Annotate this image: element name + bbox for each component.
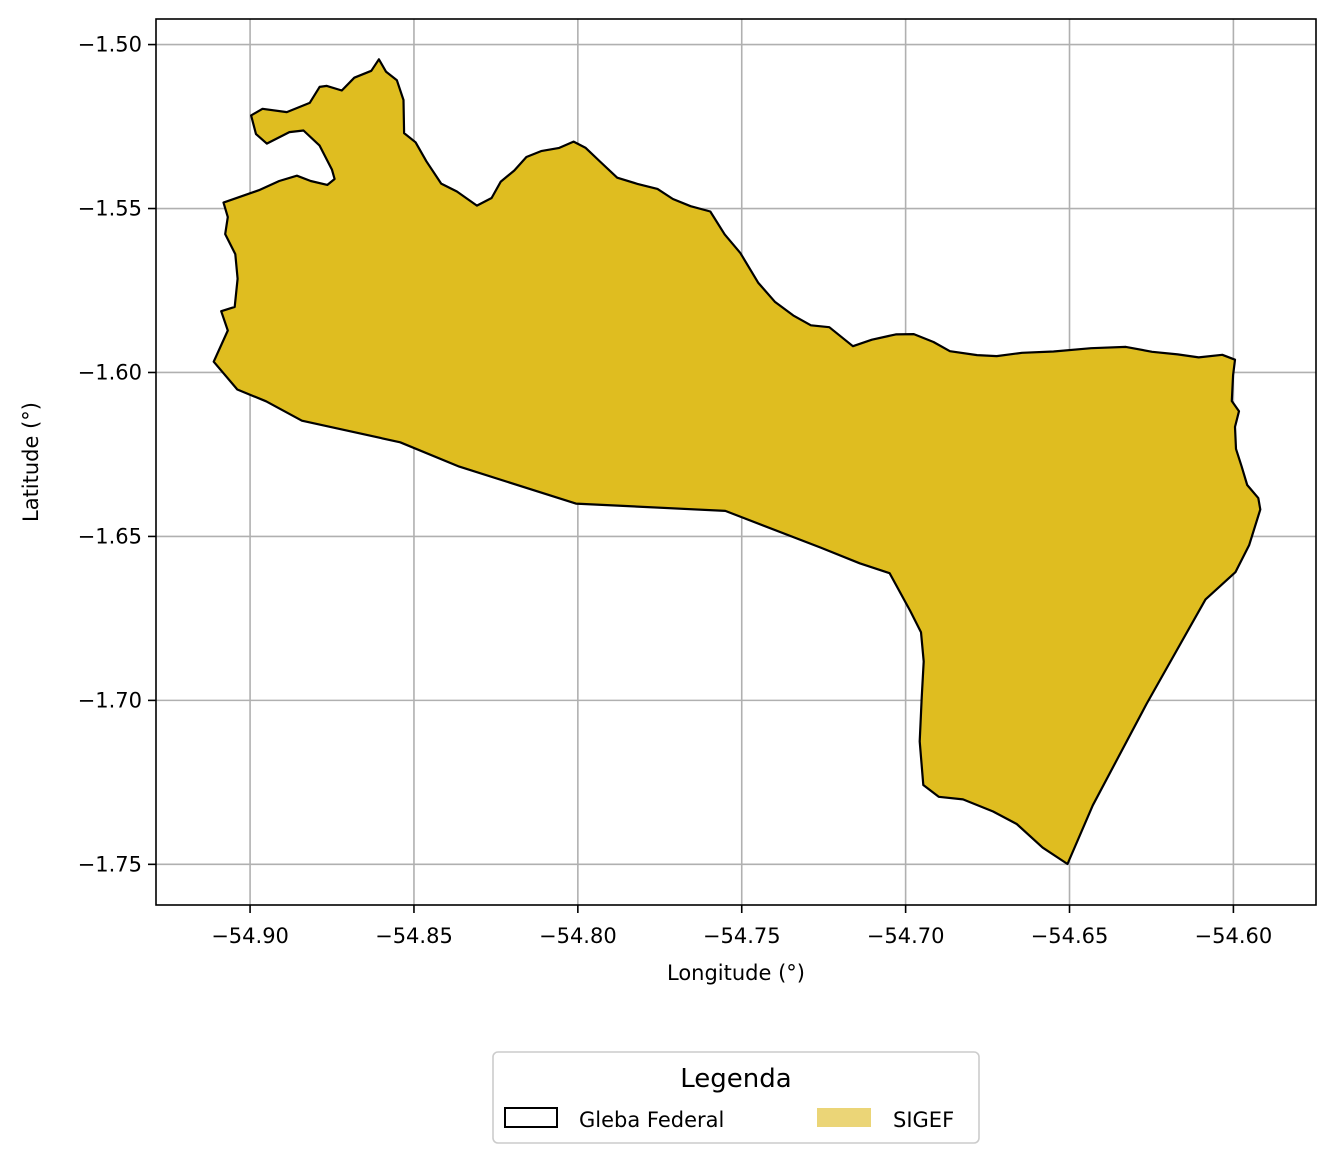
legend-swatch-sigef — [817, 1108, 871, 1127]
y-axis-ticks: −1.50 −1.55 −1.60 −1.65 −1.70 −1.75 — [78, 33, 156, 877]
y-tick-label: −1.75 — [78, 852, 142, 876]
x-tick-label: −54.85 — [375, 924, 453, 948]
y-tick-label: −1.70 — [78, 688, 142, 712]
legend-label-gleba-federal: Gleba Federal — [579, 1108, 724, 1132]
x-axis-label: Longitude (°) — [667, 961, 805, 985]
x-tick-label: −54.75 — [703, 924, 781, 948]
y-tick-label: −1.65 — [78, 524, 142, 548]
x-tick-label: −54.60 — [1195, 924, 1273, 948]
x-axis-ticks: −54.90 −54.85 −54.80 −54.75 −54.70 −54.65 −54.… — [211, 905, 1272, 948]
y-tick-label: −1.60 — [78, 360, 142, 384]
x-tick-label: −54.90 — [211, 924, 289, 948]
gleba-polygon — [214, 59, 1261, 864]
x-tick-label: −54.80 — [539, 924, 617, 948]
y-tick-label: −1.50 — [78, 33, 142, 57]
legend-label-sigef: SIGEF — [893, 1108, 954, 1132]
y-axis-label: Latitude (°) — [19, 402, 43, 522]
x-tick-label: −54.65 — [1031, 924, 1109, 948]
y-tick-label: −1.55 — [78, 197, 142, 221]
x-tick-label: −54.70 — [867, 924, 945, 948]
legend-title: Legenda — [680, 1064, 791, 1094]
legend: Legenda Gleba Federal SIGEF — [493, 1052, 979, 1143]
